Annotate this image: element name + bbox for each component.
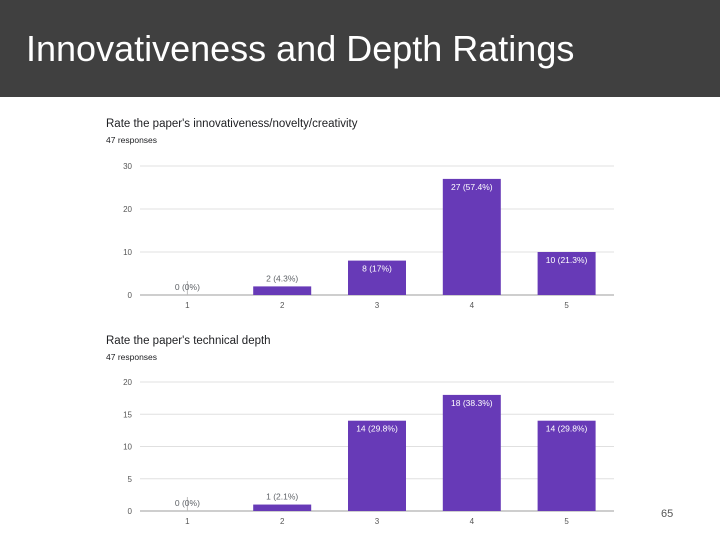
x-tick-label: 1 bbox=[185, 517, 190, 526]
bar bbox=[442, 394, 501, 511]
page-number: 65 bbox=[661, 508, 674, 520]
y-tick-label: 5 bbox=[128, 475, 133, 484]
x-tick-label: 1 bbox=[185, 301, 190, 310]
data-label: 2 (4.3%) bbox=[266, 273, 298, 283]
y-tick-label: 0 bbox=[128, 507, 133, 516]
data-label: 14 (29.8%) bbox=[356, 424, 398, 434]
x-tick-label: 5 bbox=[564, 517, 569, 526]
x-tick-label: 2 bbox=[280, 517, 285, 526]
data-label: 10 (21.3%) bbox=[546, 255, 588, 265]
chart-title: Rate the paper's innovativeness/novelty/… bbox=[106, 118, 358, 130]
data-label: 18 (38.3%) bbox=[451, 398, 493, 408]
bar-chart-innovativeness: 0 10 20 30 1 0 (0%) 2 2 (4.3%) 3 8 (17%) 4 27 (57.4… bbox=[123, 162, 614, 310]
data-label: 0 (0%) bbox=[175, 498, 200, 508]
chart-title: Rate the paper's technical depth bbox=[106, 335, 271, 347]
y-tick-label: 10 bbox=[123, 443, 132, 452]
title-bar: Innovativeness and Depth Ratings bbox=[0, 0, 720, 97]
bar bbox=[348, 260, 406, 295]
x-tick-label: 3 bbox=[375, 517, 380, 526]
y-tick-label: 15 bbox=[123, 410, 132, 419]
data-label: 1 (2.1%) bbox=[266, 492, 298, 502]
data-label: 0 (0%) bbox=[175, 282, 200, 292]
bar bbox=[253, 504, 312, 511]
x-tick-label: 4 bbox=[470, 517, 475, 526]
bar bbox=[442, 178, 501, 295]
y-tick-label: 20 bbox=[123, 205, 132, 214]
chart-technical-depth: Rate the paper's technical depth 47 resp… bbox=[98, 328, 638, 533]
data-label: 14 (29.8%) bbox=[546, 424, 588, 434]
chart-response-count: 47 responses bbox=[106, 352, 158, 362]
x-tick-label: 4 bbox=[470, 301, 475, 310]
y-tick-label: 30 bbox=[123, 162, 132, 171]
bar bbox=[537, 420, 596, 511]
slide-title: Innovativeness and Depth Ratings bbox=[26, 28, 575, 69]
y-tick-label: 20 bbox=[123, 378, 132, 387]
data-label: 8 (17%) bbox=[362, 264, 392, 274]
bar bbox=[348, 420, 406, 511]
bar-chart-technical-depth: 0 5 10 15 20 1 0 (0%) 2 1 (2.1%) 3 14 (29.8%) 4 18 (… bbox=[123, 378, 614, 526]
x-tick-label: 2 bbox=[280, 301, 285, 310]
chart-innovativeness: Rate the paper's innovativeness/novelty/… bbox=[98, 112, 638, 317]
x-tick-label: 3 bbox=[375, 301, 380, 310]
x-tick-label: 5 bbox=[564, 301, 569, 310]
data-label: 27 (57.4%) bbox=[451, 182, 493, 192]
bar bbox=[253, 286, 312, 295]
y-tick-label: 0 bbox=[128, 291, 133, 300]
chart-response-count: 47 responses bbox=[106, 135, 158, 145]
y-tick-label: 10 bbox=[123, 248, 132, 257]
bar bbox=[537, 252, 596, 295]
